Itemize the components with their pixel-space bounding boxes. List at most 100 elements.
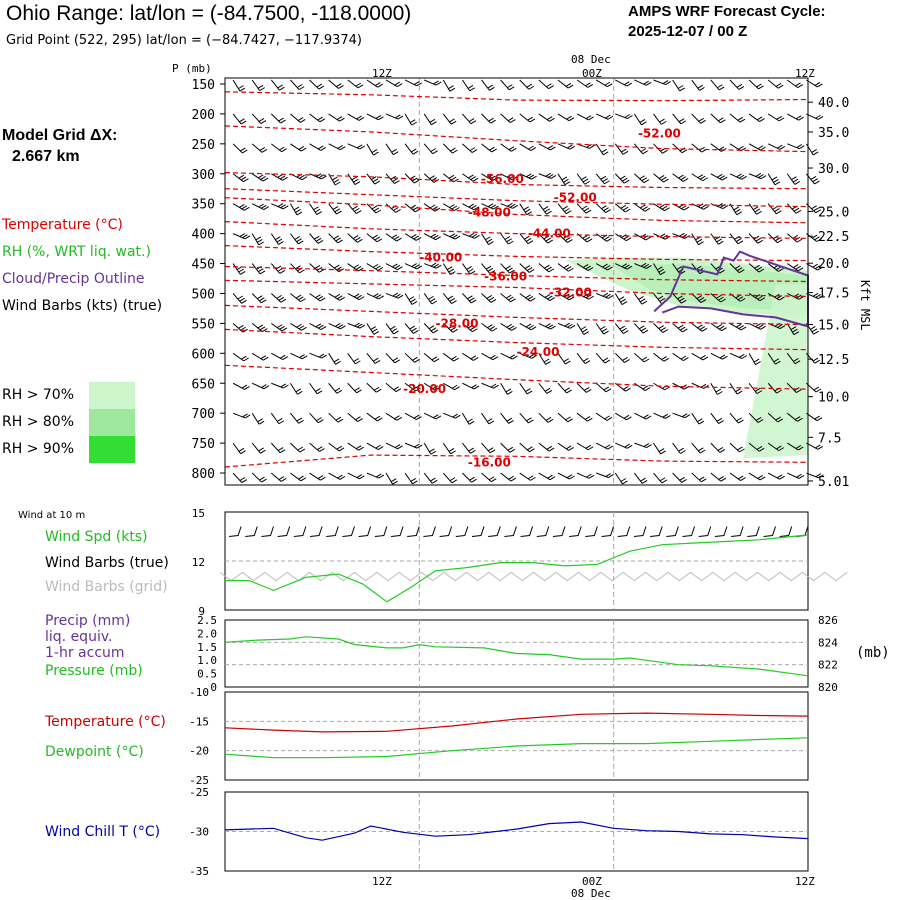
wind-barb-10m-3 [277,526,291,537]
wind-barb-277 [786,323,800,336]
wind-barb-403 [232,472,248,484]
wind-barb-273 [710,322,727,332]
wind-barb-25 [710,79,725,91]
wind-barb-275 [748,322,766,330]
wind-barb-372 [232,442,246,455]
wind-barb-411 [385,472,398,485]
wind-barb-370 [786,412,803,422]
wind-barb-366 [710,412,724,424]
isotherm-label-8: -28.00 [436,316,479,330]
height-tick-label-2: 30.0 [818,162,849,177]
wind-barb-257 [404,323,419,334]
wind-barb-47 [538,113,555,122]
wind-barb-77 [519,143,537,152]
wind-speed-label: Wind Spd (kts) [45,529,148,545]
wind-barb-238 [633,293,648,305]
isotherm-label-3: -48.00 [468,206,511,220]
wind-barb-24 [691,79,705,91]
wind-barb-294 [519,352,538,359]
wind-barb-97 [309,173,327,180]
pressure-tick-label-350: 350 [192,198,215,213]
wind-barb-224 [366,293,384,300]
wind-barb-390 [576,442,594,451]
wind-barb-279 [232,352,249,362]
wind-barb-249 [251,323,268,332]
wind-barb-387 [519,442,535,453]
isotherm-6 [224,245,809,262]
wind-barb-375 [290,442,306,453]
isotherm-1 [224,125,809,153]
wind-barb-16 [538,79,554,90]
isotherm-label-5: -40.00 [419,251,462,265]
wind-barb-46 [519,113,536,123]
wind-barb-363 [653,412,671,419]
wind-barb-419 [538,472,556,481]
wind-barb-328 [576,382,592,393]
wind-barb-31 [232,113,247,125]
wind-barb-178 [672,232,690,239]
wind-barb-50 [595,113,614,120]
wind-barb-282 [290,352,308,360]
model-grid-label: Model Grid ΔX: [2,127,118,144]
wind-barb-270 [653,323,669,333]
wind-barb-265 [557,322,576,329]
wind-barb-10m-22 [585,526,598,537]
wind-barbs-true-label: Wind Barbs (true) [45,555,169,571]
wind-barb-162 [366,233,383,243]
wind-barb-204 [576,263,594,272]
wind-barb-201 [519,263,535,273]
wind-barb-10m-28 [682,526,696,537]
wind-barb-121 [767,173,781,186]
legend-temperature: Temperature (°C) [2,217,123,233]
wind-barb-138 [500,202,519,209]
wind-barb-310 [232,382,250,390]
wind-barb-306 [748,353,761,366]
wind-barb-17 [557,79,574,89]
wind-barb-34 [290,113,306,123]
wind-barb-293 [500,352,518,360]
temp-tick-label-0: -10 [189,686,209,699]
wind-barb-300 [634,352,650,363]
wind-barb-196 [424,262,442,269]
wind-barb-325 [519,382,533,395]
wind-barb-10 [423,79,442,86]
wind-barb-426 [672,472,687,483]
wind-barb-10m-12 [423,526,436,537]
wind-barb-129 [328,203,342,215]
wind-barb-13 [481,79,495,91]
legend-wind-barbs: Wind Barbs (kts) (true) [2,298,163,314]
wind-barb-219 [270,293,287,303]
wind-barb-376 [309,442,325,452]
wind-barb-145 [634,203,651,212]
wind-barb-284 [328,353,341,365]
wind-barb-144 [614,203,631,213]
wind-barb-191 [328,263,345,273]
isotherm-12 [224,454,809,468]
wind-barb-203 [557,263,574,272]
wind-barb-103 [423,173,440,183]
height-tick-label-0: 40.0 [818,96,849,111]
wind-barb-213 [748,263,765,273]
wind-barb-10m-16 [488,526,501,537]
wind-barb-43 [462,113,477,125]
wind-barb-399 [748,442,765,452]
wind-barb-401 [787,442,804,451]
isotherm-label-6: -36.00 [484,270,527,284]
wind-barb-283 [309,352,327,359]
wind-barb-59 [767,113,785,122]
wind-barb-136 [462,203,480,211]
wind-barb-11 [442,79,456,92]
wind-barb-33 [270,113,286,124]
wind-barb-404 [251,472,267,483]
wind-barb-349 [385,412,403,421]
wind-barb-230 [481,293,497,303]
wind-barb-234 [557,293,575,301]
isotherm-label-9: -24.00 [517,345,560,359]
wind-barb-37 [347,113,365,121]
isotherm-label-2: -52.00 [554,191,597,205]
rh80-region [613,263,808,312]
wind-barb-268 [614,323,629,335]
wind-barb-153 [786,203,802,214]
wind-barb-208 [653,263,666,276]
